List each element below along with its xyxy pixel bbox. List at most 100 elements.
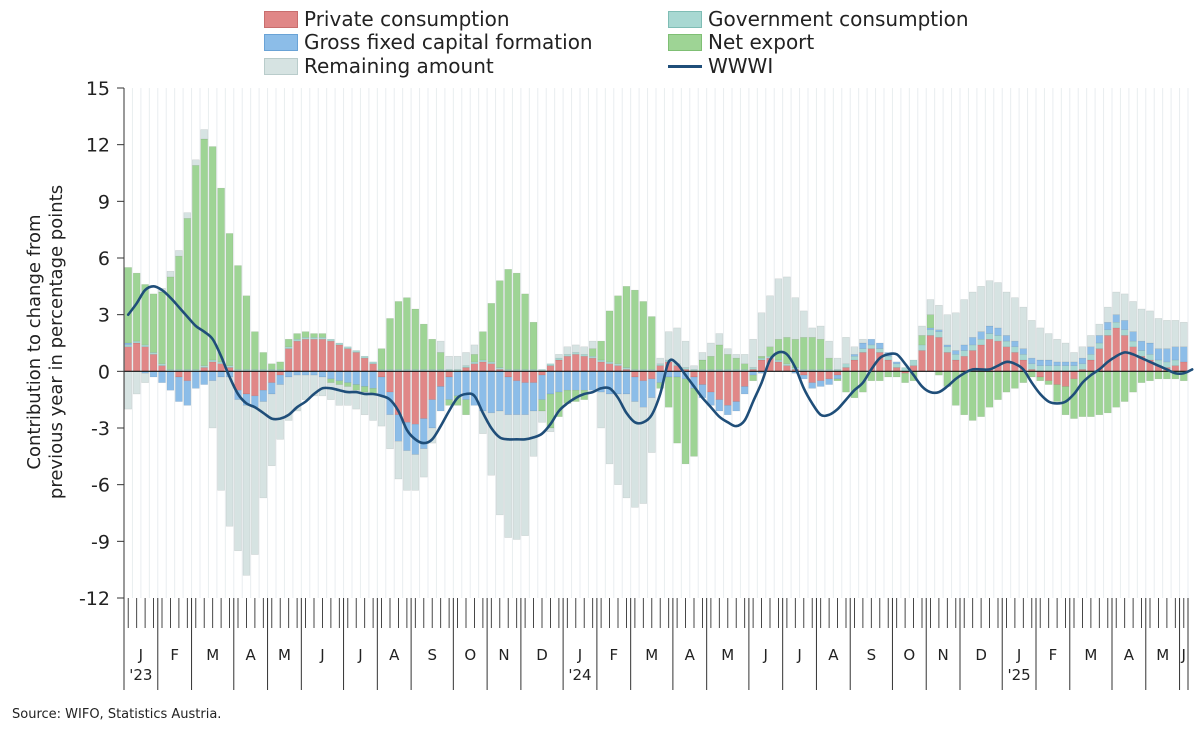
- netexport-bar: [352, 384, 360, 391]
- x-month-label: N: [937, 646, 948, 664]
- remaining-bar: [766, 295, 774, 348]
- private-bar: [208, 361, 217, 372]
- remaining-amount-swatch: [264, 57, 298, 75]
- netexport-bar: [420, 323, 428, 370]
- gfcf-bar: [985, 325, 994, 334]
- government-bar: [681, 367, 690, 370]
- government-bar: [1078, 363, 1087, 370]
- government-bar: [1002, 340, 1011, 348]
- gfcf-bar: [512, 380, 521, 416]
- netexport-bar: [749, 374, 757, 382]
- government-bar: [960, 350, 968, 357]
- government-bar: [783, 363, 791, 366]
- netexport-bar: [242, 295, 251, 370]
- gfcf-bar: [1061, 361, 1070, 366]
- x-month-label: O: [903, 646, 915, 664]
- private-bar: [825, 371, 833, 380]
- netexport-bar: [1112, 371, 1120, 408]
- remaining-bar: [284, 376, 293, 421]
- gfcf-bar: [825, 378, 833, 385]
- gfcf-bar: [124, 342, 132, 346]
- gfcf-bar: [344, 371, 352, 383]
- private-bar: [1180, 361, 1188, 372]
- x-month-label: J: [319, 646, 324, 664]
- remaining-bar: [225, 376, 234, 527]
- government-bar: [1028, 363, 1036, 370]
- gfcf-bar: [926, 327, 935, 331]
- gfcf-bar: [859, 342, 867, 349]
- private-bar: [403, 371, 411, 423]
- netexport-bar: [631, 289, 639, 370]
- netexport-bar: [1044, 380, 1053, 385]
- remaining-bar: [504, 414, 512, 538]
- government-bar: [968, 344, 977, 351]
- x-month-label: J: [357, 646, 362, 664]
- government-bar: [572, 352, 580, 355]
- x-month-label: S: [427, 646, 437, 664]
- gfcf-bar: [1087, 346, 1095, 355]
- private-bar: [242, 371, 251, 395]
- gfcf-bar: [1154, 348, 1163, 361]
- remaining-bar: [664, 331, 673, 361]
- private-bar: [572, 354, 580, 372]
- remaining-bar: [572, 344, 580, 353]
- netexport-bar: [1129, 371, 1137, 393]
- gfcf-bar: [200, 371, 208, 385]
- netexport-bar: [276, 361, 284, 370]
- private-bar: [1112, 327, 1120, 372]
- government-bar: [867, 344, 876, 349]
- x-month-label: J: [577, 646, 582, 664]
- gfcf-bar: [327, 371, 335, 380]
- netexport-bar: [1036, 376, 1044, 382]
- government-bar: [141, 344, 149, 348]
- remaining-bar: [698, 352, 707, 361]
- remaining-bar: [597, 391, 605, 429]
- netexport-bar: [149, 293, 158, 353]
- government-bar: [1171, 359, 1180, 366]
- remaining-bar: [1028, 320, 1036, 359]
- government-bar: [935, 331, 943, 338]
- netexport-bar: [1053, 384, 1061, 402]
- government-bar: [158, 363, 166, 366]
- netexport-bar: [622, 286, 631, 368]
- government-bar: [926, 329, 935, 336]
- government-bar: [859, 348, 867, 353]
- private-bar: [386, 371, 394, 393]
- government-bar: [850, 355, 859, 361]
- remaining-bar: [259, 401, 268, 499]
- gfcf-bar: [580, 371, 588, 391]
- remaining-bar: [1070, 352, 1078, 363]
- gfcf-bar: [715, 399, 724, 412]
- net-export-swatch: [668, 33, 702, 51]
- x-month-label: A: [685, 646, 696, 664]
- legend-label: WWWI: [708, 54, 774, 78]
- x-month-label: D: [536, 646, 548, 664]
- government-bar: [994, 335, 1002, 342]
- netexport-bar: [673, 376, 681, 444]
- private-bar: [943, 352, 952, 372]
- gfcf-bar: [217, 371, 225, 378]
- gfcf-bar: [1129, 331, 1137, 342]
- government-bar: [310, 337, 318, 340]
- government-bar: [327, 338, 335, 342]
- government-bar: [225, 365, 234, 368]
- government-bar: [462, 365, 470, 368]
- remaining-bar: [952, 312, 960, 351]
- gfcf-bar: [453, 371, 462, 397]
- netexport-bar: [960, 371, 968, 416]
- netexport-bar: [251, 331, 259, 370]
- netexport-bar: [1154, 371, 1163, 380]
- government-bar: [284, 346, 293, 349]
- remaining-bar: [470, 344, 479, 355]
- x-month-label: A: [828, 646, 839, 664]
- remaining-bar: [580, 346, 588, 355]
- netexport-bar: [428, 338, 436, 370]
- gfcf-bar: [538, 374, 546, 400]
- y-axis-label-line1: Contribution to change from: [24, 214, 45, 469]
- netexport-bar: [310, 333, 318, 338]
- private-bar: [952, 359, 960, 372]
- y-tick-label: 12: [86, 135, 110, 157]
- netexport-bar: [538, 399, 546, 412]
- netexport-bar: [158, 291, 166, 365]
- x-month-label: M: [206, 646, 219, 664]
